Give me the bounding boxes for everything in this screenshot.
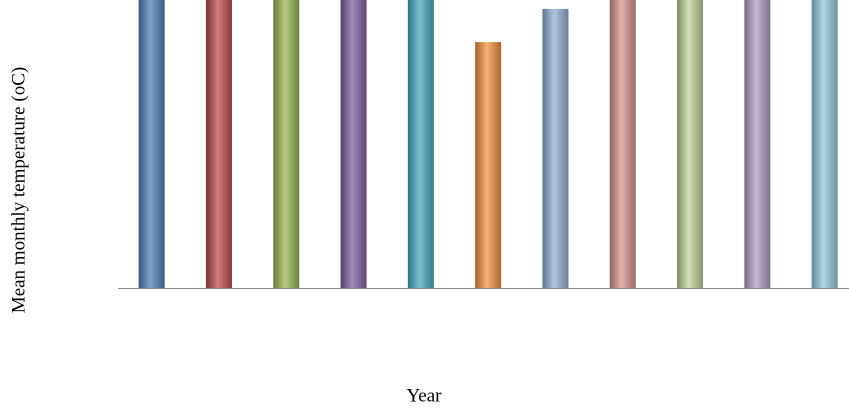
bar xyxy=(205,0,232,288)
x-axis-label: Year xyxy=(406,385,442,406)
y-axis-label: Mean monthly temperature (oC) xyxy=(8,67,29,313)
bar xyxy=(273,0,300,288)
bar xyxy=(407,0,434,288)
bar xyxy=(475,42,502,288)
bar xyxy=(811,0,838,288)
bar xyxy=(340,0,367,288)
bar xyxy=(138,0,165,288)
bar xyxy=(542,8,569,288)
bar xyxy=(609,0,636,288)
bar xyxy=(744,0,771,288)
bar xyxy=(677,0,704,288)
